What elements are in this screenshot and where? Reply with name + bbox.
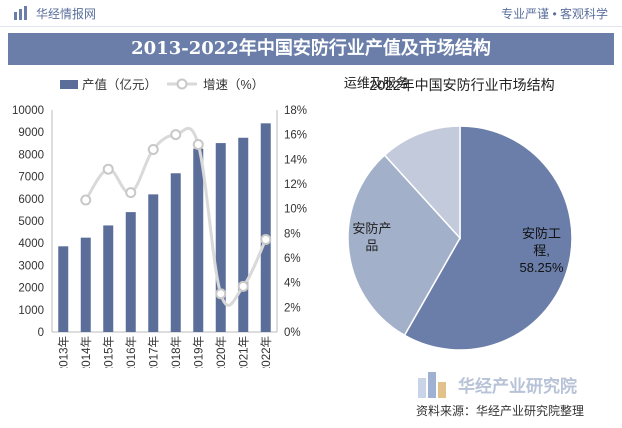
- x-tick-label: 2020年: [214, 336, 228, 368]
- pie-label: 品: [365, 238, 378, 253]
- y-tick-label: 4000: [18, 238, 44, 250]
- growth-point: [170, 129, 182, 141]
- legend-bar-swatch: [60, 80, 78, 89]
- x-tick-label: 2017年: [146, 336, 160, 368]
- combo-chart: 产值（亿元） 增速（%） 0 1000 2000 3000 4000 5000 6000 70…: [12, 77, 307, 368]
- source-note: 资料来源：华经产业研究院整理: [416, 404, 585, 418]
- header: 华经情报网 专业严谨 • 客观科学: [0, 0, 622, 27]
- chart-title: 2013-2022年中国安防行业产值及市场结构: [131, 38, 491, 59]
- right-axis-ticks: 0% 2% 4% 6% 8% 10% 12% 14% 16% 18%: [284, 105, 307, 339]
- y2-tick-label: 18%: [284, 105, 307, 117]
- y2-tick-label: 12%: [284, 179, 307, 191]
- growth-point: [237, 280, 249, 292]
- legend-bar-label: 产值（亿元）: [82, 77, 157, 92]
- bar: [148, 194, 159, 332]
- x-axis-ticks: 2013年 2014年 2015年 2016年 2017年 2018年 2019年 2020年…: [56, 336, 273, 368]
- pie-label: 运维及服务: [344, 76, 409, 91]
- title-bar: 2013-2022年中国安防行业产值及市场结构: [8, 33, 614, 65]
- y-tick-label: 8000: [18, 149, 44, 161]
- y2-tick-label: 8%: [284, 228, 301, 240]
- x-tick-label: 2013年: [56, 336, 70, 368]
- charts-area: 产值（亿元） 增速（%） 0 1000 2000 3000 4000 5000 6000 70…: [12, 76, 573, 368]
- legend: 产值（亿元） 增速（%）: [60, 77, 264, 92]
- legend-line-marker: [176, 78, 188, 90]
- pie-label: 安防工: [522, 226, 561, 241]
- watermark-logo: [418, 372, 446, 398]
- x-tick-label: 2014年: [79, 336, 93, 368]
- bar: [58, 246, 69, 332]
- growth-point: [215, 288, 227, 300]
- brand-name: 华经情报网: [36, 7, 97, 21]
- y2-tick-label: 4%: [284, 278, 301, 290]
- x-tick-label: 2021年: [236, 336, 250, 368]
- y2-tick-label: 14%: [284, 154, 307, 166]
- y2-tick-label: 16%: [284, 130, 307, 142]
- x-tick-label: 2022年: [259, 336, 273, 368]
- y2-tick-label: 10%: [284, 204, 307, 216]
- y-tick-label: 5000: [18, 216, 44, 228]
- x-tick-label: 2018年: [169, 336, 183, 368]
- bar: [238, 137, 249, 332]
- tagline: 专业严谨 • 客观科学: [501, 7, 608, 21]
- legend-line-label: 增速（%）: [203, 77, 264, 92]
- growth-point: [125, 187, 137, 199]
- bars: [58, 123, 271, 332]
- growth-line: [80, 127, 272, 307]
- x-tick-label: 2016年: [124, 336, 138, 368]
- left-axis-ticks: 0 1000 2000 3000 4000 5000 6000 7000 8000 9000 100…: [12, 105, 44, 339]
- logo-icon: [14, 6, 27, 20]
- pie-title: 2022年中国安防行业市场结构: [369, 77, 554, 93]
- growth-point: [192, 139, 204, 151]
- pie-slice: [347, 154, 461, 337]
- y2-tick-label: 0%: [284, 327, 301, 339]
- y-tick-label: 1000: [18, 305, 44, 317]
- growth-point: [102, 163, 114, 175]
- y-tick-label: 7000: [18, 172, 44, 184]
- bar: [80, 237, 91, 332]
- y-tick-label: 10000: [12, 105, 44, 117]
- bar: [103, 225, 114, 332]
- y2-tick-label: 6%: [284, 253, 301, 265]
- pie-slices: [347, 125, 573, 351]
- pie-label: 程,: [533, 243, 550, 258]
- watermark-text: 华经产业研究院: [458, 377, 577, 396]
- y-tick-label: 6000: [18, 194, 44, 206]
- y-tick-label: 0: [38, 327, 44, 339]
- bar: [125, 212, 136, 332]
- y-tick-label: 3000: [18, 260, 44, 272]
- growth-point: [80, 194, 92, 206]
- bar: [260, 123, 271, 332]
- y-tick-label: 9000: [18, 127, 44, 139]
- bar: [170, 173, 181, 332]
- x-tick-label: 2019年: [191, 336, 205, 368]
- bar: [193, 148, 204, 332]
- pie-label: 58.25%: [519, 260, 564, 275]
- bar: [215, 143, 226, 332]
- pie-label: 安防产: [352, 221, 391, 236]
- growth-point: [260, 234, 272, 245]
- y-tick-label: 2000: [18, 283, 44, 295]
- pie-slice: [403, 125, 573, 351]
- growth-point: [147, 143, 159, 155]
- x-tick-label: 2015年: [101, 336, 115, 368]
- pie-slice: [383, 125, 461, 240]
- y2-tick-label: 2%: [284, 302, 301, 314]
